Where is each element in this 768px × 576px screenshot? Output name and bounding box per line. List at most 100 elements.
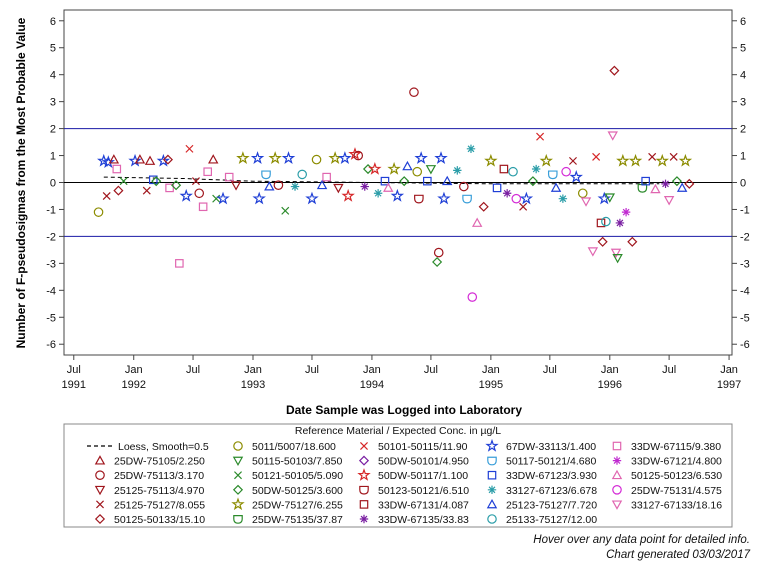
data-point-109 <box>612 254 623 264</box>
data-point-54 <box>373 189 383 198</box>
legend-entry-label: 33127-67133/18.16 <box>631 499 722 511</box>
legend-entry-label: 25125-75127/8.055 <box>114 499 205 511</box>
legend-symbol-14 <box>357 468 371 481</box>
data-point-96 <box>569 170 583 183</box>
data-point-92 <box>550 182 562 192</box>
legend-entry-label: 50121-50105/5.090 <box>252 470 343 482</box>
y-tick-label-left: 4 <box>50 70 56 82</box>
data-point-125 <box>678 153 693 167</box>
data-point-9 <box>134 154 146 164</box>
legend-entry-label: 25123-75127/7.720 <box>506 499 597 511</box>
data-point-63 <box>414 194 424 204</box>
legend-entry-label: 25125-75113/4.970 <box>114 485 204 497</box>
legend-symbol-23 <box>487 514 497 524</box>
legend-symbol-2 <box>95 470 105 480</box>
legend-symbol-10 <box>231 497 245 511</box>
data-point-65 <box>423 176 432 186</box>
data-point-72 <box>453 166 462 175</box>
data-point-15 <box>162 154 173 165</box>
data-point-5 <box>112 164 122 174</box>
y-tick-label-left: 3 <box>50 97 56 109</box>
legend-title: Reference Material / Expected Conc. in µ… <box>295 425 501 437</box>
legend-entry-label: 50DW-50101/4.950 <box>378 456 469 468</box>
data-point-114 <box>628 153 643 167</box>
legend-entry-label: 50125-50133/15.10 <box>114 514 205 526</box>
data-point-35 <box>268 151 282 164</box>
y-tick-label-left: 2 <box>50 124 56 136</box>
data-point-31 <box>250 151 265 164</box>
data-point-46 <box>333 183 344 194</box>
data-point-126 <box>684 178 695 189</box>
data-point-95 <box>568 156 577 165</box>
generated-note: Chart generated 03/03/2017 <box>606 549 750 561</box>
data-point-77 <box>471 217 483 227</box>
data-point-21 <box>191 177 200 186</box>
y-tick-label-left: -1 <box>46 204 56 216</box>
x-tick-label: Jul <box>67 364 81 376</box>
x-tick-label: Jul <box>424 364 438 376</box>
legend-symbol-8 <box>234 471 242 480</box>
data-point-121 <box>663 196 675 206</box>
legend-symbol-15 <box>359 485 369 495</box>
legend: Reference Material / Expected Conc. in µ… <box>63 423 733 528</box>
data-point-19 <box>179 188 193 202</box>
data-point-68 <box>433 247 444 258</box>
x-tick-label: Jan <box>720 364 738 376</box>
data-point-50 <box>353 150 364 161</box>
y-tick-label-right: 0 <box>740 178 746 190</box>
data-point-79 <box>484 153 498 167</box>
legend-symbol-11 <box>233 515 243 524</box>
y-tick-label-right: 6 <box>740 16 746 28</box>
data-point-30 <box>236 151 250 164</box>
y-tick-label-left: -6 <box>46 339 56 351</box>
data-point-18 <box>175 259 184 268</box>
legend-entry-label: 25133-75127/12.00 <box>506 514 597 526</box>
data-point-10 <box>142 186 151 195</box>
x-tick-label: Jul <box>186 364 200 376</box>
x-tick-label: Jan <box>244 364 262 376</box>
legend-entry-label: 67DW-33113/1.400 <box>506 441 596 453</box>
y-tick-label-left: -4 <box>46 285 56 297</box>
data-point-12 <box>148 175 158 185</box>
data-point-40 <box>297 169 307 180</box>
x-axis-title: Date Sample was Logged into Laboratory <box>286 403 522 417</box>
y-tick-label-right: -3 <box>740 258 750 270</box>
loess-curve <box>103 176 660 185</box>
data-point-57 <box>387 161 401 175</box>
legend-symbol-12 <box>360 442 368 450</box>
legend-symbol-27 <box>612 484 622 495</box>
data-point-98 <box>580 197 592 207</box>
legend-entry-label: 50125-50123/6.530 <box>631 470 722 482</box>
legend-symbol-28 <box>611 500 623 510</box>
data-point-13 <box>151 176 162 187</box>
legend-symbol-7 <box>232 456 244 467</box>
data-point-122 <box>669 152 678 161</box>
x-tick-year-label: 1995 <box>479 379 503 391</box>
data-point-74 <box>462 194 472 204</box>
data-point-104 <box>601 216 611 227</box>
y-tick-label-left: 6 <box>50 16 56 28</box>
data-point-70 <box>437 191 451 205</box>
data-point-113 <box>627 236 638 247</box>
data-point-38 <box>281 151 296 164</box>
legend-symbol-9 <box>232 484 244 495</box>
data-point-84 <box>511 193 522 204</box>
data-point-17 <box>171 180 182 191</box>
data-point-67 <box>432 256 443 268</box>
data-point-119 <box>655 153 669 167</box>
data-point-64 <box>414 151 428 164</box>
legend-symbol-13 <box>358 455 370 466</box>
data-point-99 <box>587 247 599 257</box>
x-tick-label: Jul <box>543 364 557 376</box>
data-point-41 <box>305 191 319 205</box>
data-point-80 <box>492 183 502 193</box>
legend-symbol-26 <box>611 469 623 480</box>
data-point-0 <box>93 207 104 217</box>
data-point-3 <box>102 191 111 200</box>
data-point-33 <box>261 170 271 180</box>
x-tick-year-label: 1994 <box>360 379 384 391</box>
data-point-81 <box>499 164 509 174</box>
legend-symbol-4 <box>96 500 104 509</box>
legend-entry-label: 25DW-75127/6.255 <box>252 499 343 511</box>
legend-entry-label: 25DW-75131/4.575 <box>631 485 722 497</box>
